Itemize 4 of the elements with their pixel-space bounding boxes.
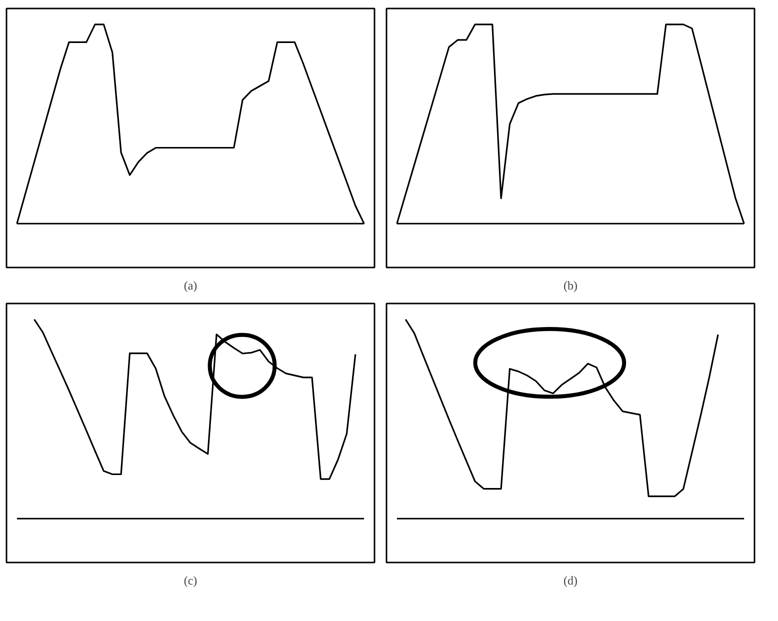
- x-axis-title: (a): [184, 278, 198, 292]
- x-axis-title: (c): [184, 574, 198, 588]
- x-axis-title: (b): [564, 278, 578, 292]
- x-axis-title: (d): [564, 574, 578, 588]
